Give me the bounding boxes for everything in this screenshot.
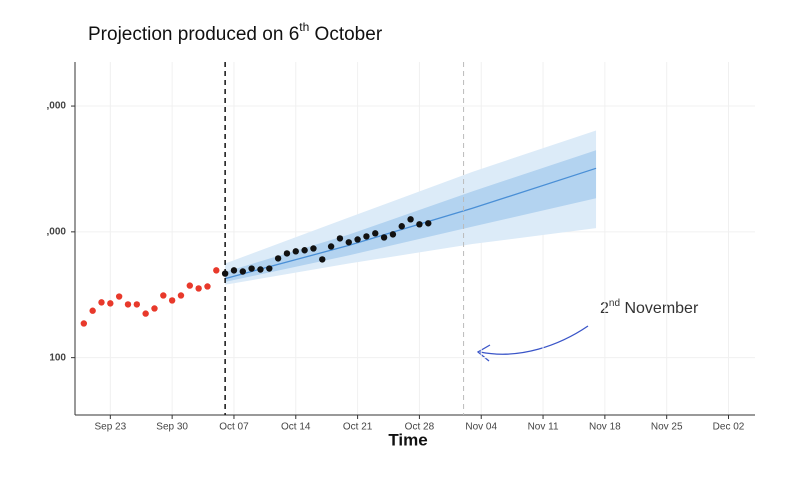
fitted-point bbox=[354, 236, 361, 243]
observed-point bbox=[168, 297, 176, 304]
fitted-point bbox=[230, 267, 238, 274]
x-tick-label: Sep 23 bbox=[94, 422, 126, 433]
fitted-point bbox=[301, 247, 308, 254]
observed-point bbox=[195, 285, 202, 292]
x-tick-label: Dec 02 bbox=[713, 422, 745, 433]
fitted-point bbox=[283, 250, 291, 257]
title-sup: th bbox=[299, 20, 309, 34]
fitted-point bbox=[372, 230, 379, 237]
fitted-point bbox=[319, 256, 326, 263]
y-tick-label: ,000 bbox=[47, 226, 67, 237]
fitted-point bbox=[380, 234, 388, 241]
fitted-point bbox=[310, 245, 317, 252]
title-part: Projection produced on 6 bbox=[88, 24, 299, 45]
observed-point bbox=[142, 310, 149, 317]
annotation-part: November bbox=[620, 300, 699, 317]
observed-point bbox=[151, 305, 158, 312]
observed-point bbox=[98, 299, 105, 306]
chart-title: Projection produced on 6th October bbox=[88, 20, 383, 45]
inner-band bbox=[225, 150, 597, 282]
fitted-point bbox=[363, 233, 370, 240]
x-tick-label: Nov 18 bbox=[589, 422, 621, 433]
title-part: October bbox=[309, 24, 383, 45]
observed-point bbox=[133, 301, 141, 308]
projection-line bbox=[224, 167, 597, 280]
fitted-point bbox=[257, 266, 264, 273]
x-tick-label: Nov 25 bbox=[651, 422, 683, 433]
x-tick-label: Oct 28 bbox=[405, 422, 435, 433]
fitted-point bbox=[425, 220, 432, 227]
x-tick-label: Oct 21 bbox=[343, 422, 373, 433]
observed-point bbox=[80, 320, 88, 327]
annotation-arrow bbox=[479, 325, 589, 355]
x-tick-label: Oct 14 bbox=[281, 422, 311, 433]
x-axis-label: Time bbox=[388, 430, 427, 449]
y-tick-label: 100 bbox=[49, 352, 66, 363]
fitted-point bbox=[398, 223, 405, 230]
observed-point bbox=[186, 282, 194, 289]
observed-point bbox=[177, 292, 185, 299]
observed-point bbox=[89, 307, 96, 314]
observed-point bbox=[107, 300, 114, 307]
fitted-point bbox=[345, 239, 352, 246]
annotation-sup: nd bbox=[609, 298, 620, 309]
fitted-point bbox=[266, 265, 273, 272]
fitted-point bbox=[416, 221, 423, 228]
observed-point bbox=[204, 283, 211, 290]
x-tick-label: Sep 30 bbox=[156, 422, 188, 433]
fitted-point bbox=[274, 255, 282, 262]
fitted-point bbox=[248, 265, 255, 272]
observed-point bbox=[160, 292, 167, 299]
fitted-point bbox=[407, 216, 414, 223]
fitted-point bbox=[336, 235, 344, 242]
x-tick-label: Oct 07 bbox=[219, 422, 249, 433]
x-tick-label: Nov 11 bbox=[528, 422, 559, 433]
observed-point bbox=[213, 267, 220, 274]
y-tick-label: ,000 bbox=[47, 101, 67, 112]
fitted-point bbox=[389, 231, 397, 238]
observed-point bbox=[115, 293, 123, 300]
fitted-point bbox=[292, 248, 299, 255]
x-tick-label: Nov 04 bbox=[465, 422, 497, 433]
fitted-point bbox=[239, 268, 246, 275]
observed-point bbox=[124, 301, 132, 308]
fitted-point bbox=[327, 243, 335, 250]
fitted-point bbox=[221, 270, 229, 277]
